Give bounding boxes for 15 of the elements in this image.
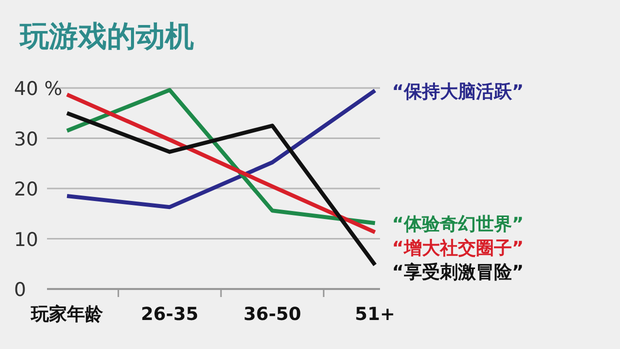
y-tick-label: 0 (14, 279, 26, 301)
series-label: “体验奇幻世界” (392, 214, 524, 236)
y-tick-label: 10 (14, 228, 38, 251)
y-tick-label: 20 (14, 178, 38, 200)
y-tick-label: 30 (14, 128, 38, 150)
x-tick-label: 36-50 (244, 304, 302, 325)
x-tick-label: 51+ (354, 304, 396, 325)
line-series (65, 111, 377, 267)
series-label: “享受刺激冒险” (392, 262, 524, 284)
series-label: “增大社交圈子” (392, 238, 524, 260)
y-tick-label: 40 % (14, 78, 62, 100)
x-tick-label: 26-35 (140, 304, 198, 325)
chart-title: 玩游戏的动机 (19, 19, 194, 53)
x-tick-label: 玩家年龄 (30, 304, 104, 325)
series-label: “保持大脑活跃” (392, 82, 524, 103)
